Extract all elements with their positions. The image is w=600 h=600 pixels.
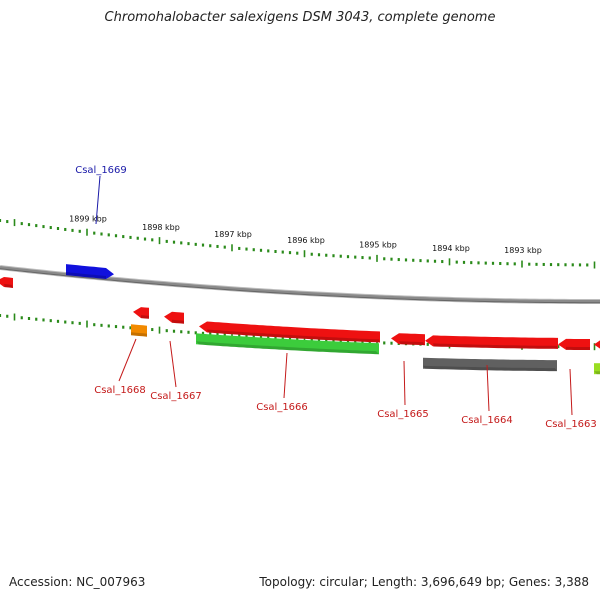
accession-text: Accession: NC_007963 bbox=[9, 575, 146, 589]
label-leader-line bbox=[169, 340, 177, 388]
gene-arrow[interactable] bbox=[594, 363, 600, 375]
gene-label[interactable]: Csal_1667 bbox=[150, 391, 202, 402]
label-leaders bbox=[95, 175, 573, 416]
ruler-label: 1896 kbp bbox=[287, 236, 325, 245]
ruler-label: 1895 kbp bbox=[359, 240, 397, 249]
gene-labels: Csal_1669 Csal_1668 Csal_1667 Csal_1666 Csal… bbox=[75, 165, 597, 430]
map-title: Chromohalobacter salexigens DSM 3043, co… bbox=[104, 10, 496, 25]
label-leader-line bbox=[283, 352, 288, 399]
label-leader-line bbox=[403, 360, 406, 406]
ruler-outer bbox=[0, 219, 596, 269]
gene-arrow[interactable] bbox=[133, 307, 149, 319]
gene-arrow[interactable] bbox=[391, 333, 425, 346]
gene-arrow[interactable] bbox=[0, 277, 13, 288]
gene-arrow[interactable] bbox=[196, 333, 379, 355]
ruler-labels: 1899 kbp 1898 kbp 1897 kbp 1896 kbp 1895 kbp… bbox=[69, 214, 542, 255]
label-leader-line bbox=[486, 364, 490, 412]
ruler-label: 1894 kbp bbox=[432, 244, 470, 253]
gene-features bbox=[0, 264, 600, 375]
gene-arrow[interactable] bbox=[425, 335, 558, 349]
ruler-label: 1898 kbp bbox=[142, 223, 180, 232]
ruler-label: 1893 kbp bbox=[504, 246, 542, 255]
gene-arrow[interactable] bbox=[164, 311, 184, 324]
ruler-label: 1897 kbp bbox=[214, 230, 252, 239]
gene-label[interactable]: Csal_1663 bbox=[545, 419, 597, 430]
gene-label[interactable]: Csal_1664 bbox=[461, 415, 513, 426]
gene-arrow[interactable] bbox=[131, 324, 147, 337]
gene-arrow[interactable] bbox=[199, 321, 380, 343]
label-leader-line bbox=[95, 175, 101, 225]
gene-label[interactable]: Csal_1665 bbox=[377, 409, 429, 420]
gene-label[interactable]: Csal_1668 bbox=[94, 385, 146, 396]
genome-summary-text: Topology: circular; Length: 3,696,649 bp… bbox=[259, 575, 589, 589]
gene-arrow[interactable] bbox=[558, 338, 590, 350]
label-leader-line bbox=[569, 368, 573, 416]
gene-arrow[interactable] bbox=[66, 264, 114, 279]
ruler-label: 1899 kbp bbox=[69, 214, 107, 223]
label-leader-line bbox=[118, 338, 137, 382]
gene-label[interactable]: Csal_1669 bbox=[75, 165, 127, 176]
gene-arrow[interactable] bbox=[423, 357, 557, 372]
gene-label[interactable]: Csal_1666 bbox=[256, 402, 308, 413]
gene-arrow[interactable] bbox=[594, 339, 600, 350]
